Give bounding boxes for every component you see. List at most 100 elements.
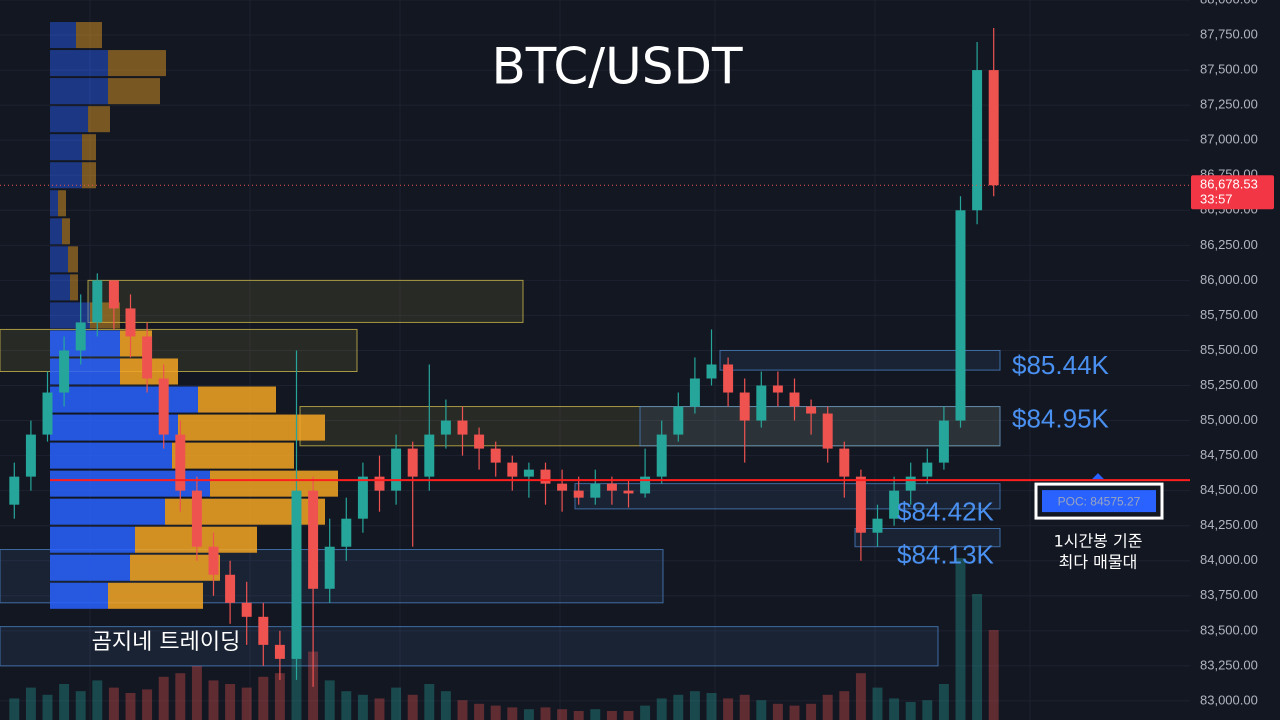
profile-buy — [50, 246, 68, 273]
label-layer: POC: 84575.27 $85.44K $84.95K $84.42K $84.13… — [897, 350, 1164, 569]
candle-body — [308, 490, 319, 589]
candle-body — [75, 322, 86, 351]
profile-sell — [198, 386, 276, 413]
y-tick-label: 83,000.00 — [1200, 692, 1258, 707]
profile-sell — [108, 582, 203, 609]
profile-buy — [50, 414, 178, 441]
profile-buy — [50, 498, 165, 525]
candle-body — [640, 476, 651, 494]
zone-layer — [0, 279, 1001, 667]
y-tick-label: 84,000.00 — [1200, 552, 1258, 567]
profile-sell — [62, 218, 70, 245]
profile-buy — [50, 526, 135, 553]
level-label: $84.13K — [897, 539, 995, 569]
volume-bar — [158, 676, 169, 720]
volume-bar — [557, 709, 568, 720]
candle-body — [241, 602, 252, 617]
candle-body — [208, 546, 219, 575]
candle-body — [407, 448, 418, 477]
volume-bar — [855, 673, 866, 720]
profile-buy — [50, 50, 108, 77]
y-tick-label: 88,000.00 — [1200, 0, 1258, 6]
candle-body — [590, 483, 601, 498]
volume-bar — [673, 694, 684, 720]
volume-bar — [42, 694, 53, 720]
candle-body — [125, 308, 136, 337]
profile-buy — [50, 582, 108, 609]
volume-bar — [75, 691, 86, 720]
volume-bar — [341, 691, 352, 720]
candle-body — [855, 476, 866, 533]
profile-sell — [130, 554, 220, 581]
profile-buy — [50, 274, 70, 301]
line-layer — [0, 184, 1190, 482]
volume-bar — [440, 691, 451, 720]
profile-buy — [50, 386, 198, 413]
profile-sell — [108, 50, 166, 77]
volume-bar — [9, 698, 20, 720]
candle-body — [175, 434, 186, 491]
candle-body — [92, 280, 103, 323]
profile-buy — [50, 162, 82, 189]
candle-body — [822, 413, 833, 449]
candle-body — [507, 462, 518, 477]
vertical-grid — [89, 0, 1031, 720]
y-tick-label: 87,000.00 — [1200, 132, 1258, 147]
volume-bar — [706, 693, 717, 720]
zone — [0, 626, 939, 667]
candle-layer — [9, 28, 999, 687]
volume-bar — [490, 705, 501, 720]
candle-body — [424, 434, 435, 477]
y-tick-label: 86,000.00 — [1200, 272, 1258, 287]
candle-body — [938, 420, 949, 463]
profile-buy — [50, 442, 172, 469]
volume-bar — [191, 666, 202, 720]
last-price-box — [1191, 175, 1274, 210]
volume-bar — [175, 673, 186, 720]
annotation: 최다 매물대 — [1059, 553, 1138, 572]
profile-sell — [88, 106, 110, 133]
candle-body — [689, 378, 700, 407]
profile-sell — [70, 274, 78, 301]
candle-body — [772, 385, 783, 393]
volume-bar — [772, 703, 783, 720]
profile-buy — [50, 470, 210, 497]
candle-body — [988, 70, 999, 186]
volume-bar — [407, 694, 418, 720]
candle-body — [341, 518, 352, 547]
candle-body — [191, 490, 202, 547]
volume-bar — [59, 684, 70, 720]
candle-body — [955, 210, 966, 421]
candle-body — [391, 448, 402, 491]
volume-bar — [889, 698, 900, 720]
volume-bar — [523, 709, 534, 720]
profile-buy — [50, 218, 62, 245]
price-axis-background — [1190, 0, 1280, 720]
profile-sell — [58, 190, 66, 217]
volume-bar — [142, 689, 153, 720]
volume-bar — [656, 698, 667, 720]
y-tick-label: 85,250.00 — [1200, 377, 1258, 392]
chart-title: BTC/USDT — [491, 38, 743, 96]
level-label: $85.44K — [1012, 350, 1110, 380]
candle-body — [457, 420, 468, 435]
level-label: $84.42K — [897, 497, 995, 527]
candle-body — [108, 280, 119, 309]
candle-body — [374, 476, 385, 491]
y-tick-label: 87,250.00 — [1200, 97, 1258, 112]
volume-bar — [507, 707, 518, 720]
volume-bar — [789, 705, 800, 720]
volume-bar — [689, 691, 700, 720]
candle-body — [59, 350, 70, 393]
volume-bar — [922, 700, 933, 720]
volume-bar — [606, 711, 617, 720]
candle-body — [922, 462, 933, 477]
volume-bar — [590, 709, 601, 720]
watermark: 곰지네 트레이딩 — [92, 630, 241, 655]
volume-layer — [9, 558, 999, 720]
volume-bar — [474, 703, 485, 720]
annotation: 1시간봉 기준 — [1054, 532, 1143, 551]
profile-buy — [50, 134, 82, 161]
